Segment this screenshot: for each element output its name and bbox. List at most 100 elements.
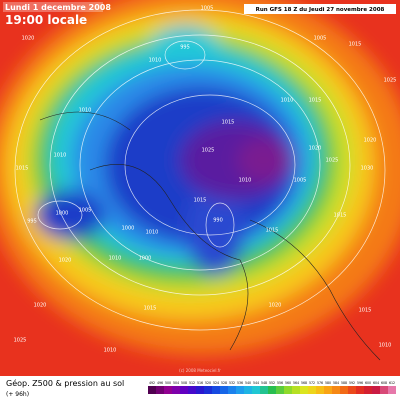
colorbar-cell bbox=[364, 386, 372, 394]
colorbar-cell bbox=[156, 386, 164, 394]
pressure-label: 1020 bbox=[22, 36, 35, 42]
colorbar-tick: 528 bbox=[221, 381, 227, 385]
pressure-label: 1005 bbox=[314, 36, 327, 42]
colorbar-cell bbox=[188, 386, 196, 394]
colorbar-cell bbox=[268, 386, 276, 394]
pressure-label: 1010 bbox=[54, 153, 67, 159]
colorbar-tick: 496 bbox=[157, 381, 163, 385]
colorbar-tick: 512 bbox=[189, 381, 195, 385]
pressure-label: 1000 bbox=[122, 226, 135, 232]
pressure-label: 1000 bbox=[139, 256, 152, 262]
colorbar-tick: 532 bbox=[229, 381, 235, 385]
pressure-label: 1030 bbox=[361, 166, 374, 172]
colorbar-cell bbox=[164, 386, 172, 394]
pressure-label: 1025 bbox=[14, 338, 27, 344]
colorbar-tick: 576 bbox=[317, 381, 323, 385]
pressure-label: 1010 bbox=[146, 230, 159, 236]
pressure-label: 1010 bbox=[379, 343, 392, 349]
colorbar-tick: 524 bbox=[213, 381, 219, 385]
colorbar-tick: 588 bbox=[341, 381, 347, 385]
colorbar-cell bbox=[244, 386, 252, 394]
pressure-label: 1025 bbox=[384, 78, 397, 84]
colorbar-tick: 612 bbox=[389, 381, 395, 385]
colorbar-cell bbox=[348, 386, 356, 394]
pressure-label: 990 bbox=[213, 218, 223, 224]
pressure-label: 1015 bbox=[222, 120, 235, 126]
pressure-label: 1025 bbox=[202, 148, 215, 154]
colorbar-tick: 564 bbox=[293, 381, 299, 385]
colorbar-tick: 604 bbox=[373, 381, 379, 385]
pressure-label: 1015 bbox=[266, 228, 279, 234]
colorbar-cell bbox=[260, 386, 268, 394]
colorbar-tick: 520 bbox=[205, 381, 211, 385]
colorbar-tick: 592 bbox=[349, 381, 355, 385]
pressure-label: 1020 bbox=[309, 146, 322, 152]
pressure-label: 1015 bbox=[334, 213, 347, 219]
pressure-label: 1005 bbox=[79, 208, 92, 214]
colorbar-tick: 608 bbox=[381, 381, 387, 385]
pressure-label: 1015 bbox=[144, 306, 157, 312]
pressure-label: 1010 bbox=[149, 58, 162, 64]
lead: (+ 96h) bbox=[6, 391, 29, 398]
pressure-label: 1000 bbox=[56, 211, 69, 217]
pressure-label: 1005 bbox=[201, 6, 214, 12]
credit: (c) 2008 Meteociel.fr bbox=[179, 368, 221, 373]
colorbar-tick: 500 bbox=[165, 381, 171, 385]
colorbar-cell bbox=[388, 386, 396, 394]
colorbar-cell bbox=[380, 386, 388, 394]
pressure-label: 1005 bbox=[294, 178, 307, 184]
colorbar-tick: 552 bbox=[269, 381, 275, 385]
pressure-label: 1010 bbox=[239, 178, 252, 184]
field bbox=[0, 0, 400, 376]
pressure-label: 1015 bbox=[349, 42, 362, 48]
pressure-label: 1015 bbox=[309, 98, 322, 104]
colorbar-tick: 560 bbox=[285, 381, 291, 385]
pressure-label: 1020 bbox=[59, 258, 72, 264]
colorbar-tick: 508 bbox=[181, 381, 187, 385]
colorbar-cell bbox=[300, 386, 308, 394]
time: 19:00 locale bbox=[5, 13, 87, 27]
colorbar-cell bbox=[308, 386, 316, 394]
pressure-label: 1020 bbox=[34, 303, 47, 309]
colorbar-cell bbox=[356, 386, 364, 394]
colorbar-cell bbox=[228, 386, 236, 394]
colorbar-cell bbox=[148, 386, 156, 394]
colorbar-cell bbox=[212, 386, 220, 394]
colorbar-cell bbox=[180, 386, 188, 394]
colorbar-tick: 544 bbox=[253, 381, 259, 385]
colorbar-cell bbox=[252, 386, 260, 394]
colorbar-cell bbox=[204, 386, 212, 394]
pressure-label: 1015 bbox=[16, 166, 29, 172]
colorbar-cell bbox=[172, 386, 180, 394]
colorbar-cell bbox=[340, 386, 348, 394]
pressure-label: 1010 bbox=[104, 348, 117, 354]
colorbar-cell bbox=[324, 386, 332, 394]
colorbar-cell bbox=[332, 386, 340, 394]
footer-title: Géop. Z500 & pression au sol bbox=[6, 378, 124, 388]
pressure-label: 995 bbox=[180, 45, 190, 51]
pressure-label: 1020 bbox=[364, 138, 377, 144]
run: Run GFS 18 Z du Jeudi 27 novembre 2008 bbox=[256, 7, 385, 13]
colorbar-cell bbox=[276, 386, 284, 394]
pressure-label: 1010 bbox=[79, 108, 92, 114]
pressure-label: 1025 bbox=[326, 158, 339, 164]
colorbar-cell bbox=[284, 386, 292, 394]
colorbar-cell bbox=[316, 386, 324, 394]
pressure-label: 1015 bbox=[359, 308, 372, 314]
colorbar-tick: 536 bbox=[237, 381, 243, 385]
colorbar-tick: 584 bbox=[333, 381, 339, 385]
colorbar-tick: 556 bbox=[277, 381, 283, 385]
colorbar-tick: 596 bbox=[357, 381, 363, 385]
colorbar-cell bbox=[220, 386, 228, 394]
colorbar-tick: 572 bbox=[309, 381, 315, 385]
colorbar-cell bbox=[372, 386, 380, 394]
pressure-label: 1015 bbox=[194, 198, 207, 204]
colorbar-tick: 600 bbox=[365, 381, 371, 385]
colorbar-tick: 516 bbox=[197, 381, 203, 385]
colorbar-tick: 568 bbox=[301, 381, 307, 385]
pressure-label: 1010 bbox=[281, 98, 294, 104]
colorbar-cell bbox=[196, 386, 204, 394]
pressure-label: 995 bbox=[27, 219, 37, 225]
